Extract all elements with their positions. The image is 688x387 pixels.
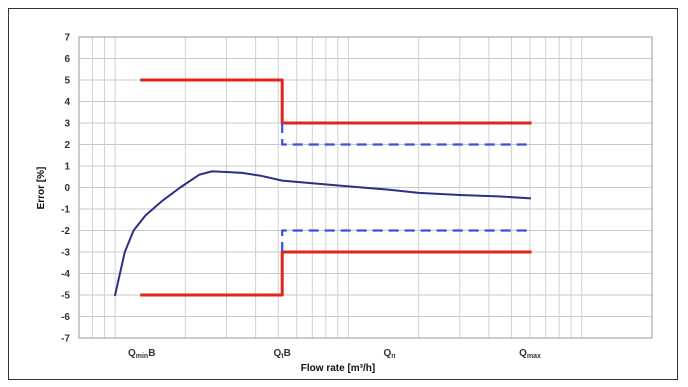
y-axis-label: Error [%] <box>36 167 47 210</box>
tolerance-limit-dashed <box>281 229 530 252</box>
y-tick-label: 7 <box>64 33 70 44</box>
y-tick-label: 5 <box>64 76 70 87</box>
x-tick-label: Qmax <box>519 348 541 360</box>
tolerance-limit-line <box>140 250 532 297</box>
x-axis-label: Flow rate [m³/h] <box>301 363 375 374</box>
tolerance-limit-line <box>140 78 532 125</box>
chart-frame <box>8 8 678 380</box>
x-tick-label: QtB <box>274 348 291 360</box>
tick-labels: 7 6 5 4 3 2 1 0 -1 -2 -3 -4 -5 -6 -7 QminB QtB Qn Qmax <box>61 33 541 361</box>
error-curve-line <box>113 170 532 297</box>
y-tick-label: -5 <box>61 291 70 302</box>
y-tick-label: 2 <box>64 140 70 151</box>
tolerance-limit-dashed <box>281 123 530 146</box>
x-tick-label: QminB <box>128 348 155 360</box>
y-tick-label: 4 <box>64 97 70 108</box>
y-tick-label: 1 <box>64 162 70 173</box>
y-tick-label: -7 <box>61 334 70 345</box>
y-tick-label: 0 <box>64 183 70 194</box>
y-tick-label: -3 <box>61 248 70 259</box>
plot-area-border <box>78 36 653 339</box>
y-tick-label: -4 <box>61 269 70 280</box>
series-layer <box>113 78 532 297</box>
x-tick-label: Qn <box>384 348 396 360</box>
y-tick-label: -6 <box>61 312 70 323</box>
y-tick-label: 3 <box>64 119 70 130</box>
y-tick-label: 6 <box>64 54 70 65</box>
y-tick-label: -2 <box>61 226 70 237</box>
y-tick-label: -1 <box>61 205 70 216</box>
